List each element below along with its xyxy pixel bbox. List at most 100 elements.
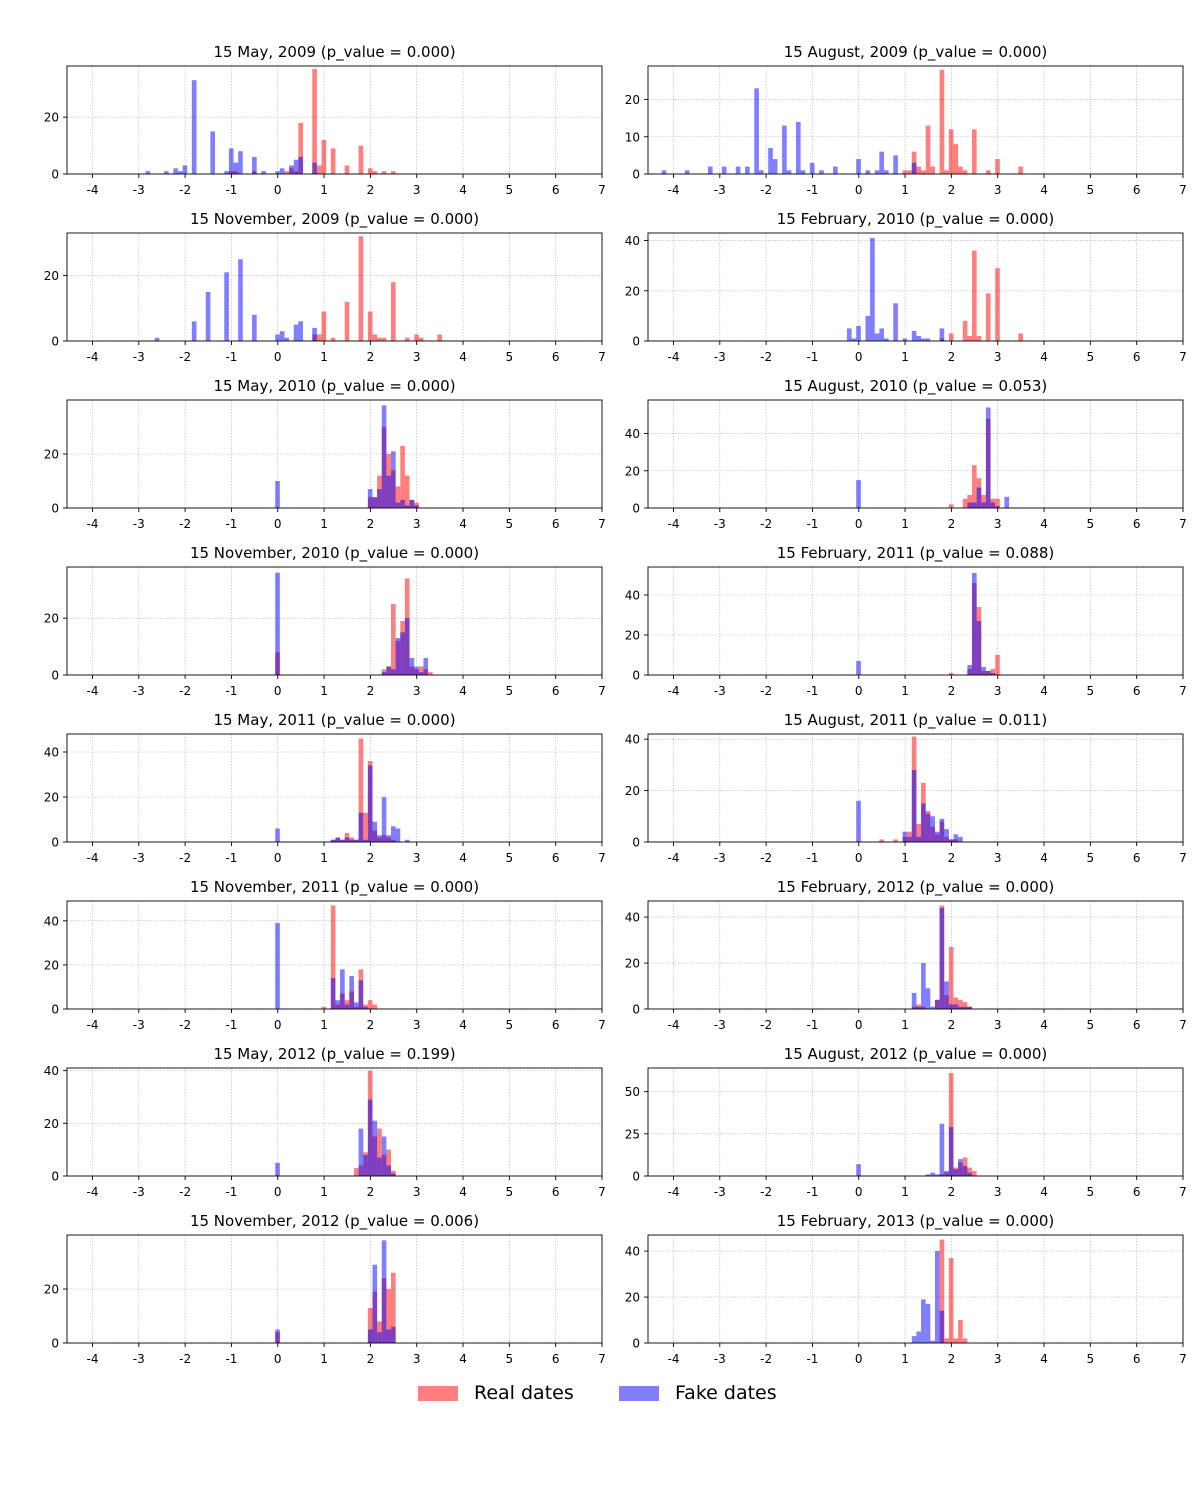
- bar-fake: [381, 1136, 387, 1176]
- bar-fake: [921, 1299, 926, 1343]
- bar-fake: [363, 839, 368, 842]
- bar-fake: [972, 502, 977, 508]
- bar-real: [962, 498, 968, 508]
- bar-real: [367, 168, 373, 174]
- x-tick-label: -3: [133, 517, 145, 531]
- y-tick-label: 0: [51, 1337, 59, 1351]
- bar-fake: [768, 147, 773, 174]
- bar-fake: [953, 834, 959, 842]
- bar-real: [404, 337, 410, 341]
- x-tick-label: 4: [1040, 1018, 1048, 1032]
- bar-fake: [981, 502, 986, 508]
- bar-fake: [404, 505, 410, 508]
- x-tick-label: 7: [598, 1185, 606, 1199]
- x-tick-label: 6: [552, 1352, 560, 1366]
- subplot-title: 15 May, 2012 (p_value = 0.199): [213, 1045, 455, 1064]
- x-tick-label: -3: [133, 684, 145, 698]
- axes-frame: [66, 566, 603, 676]
- bar-fake: [391, 451, 396, 508]
- bar-real: [981, 494, 986, 508]
- bar-real: [953, 997, 959, 1009]
- x-tick-label: -2: [179, 350, 191, 364]
- series-real: [902, 69, 1023, 174]
- bar-fake: [916, 1006, 922, 1009]
- bar-fake: [939, 328, 945, 341]
- axes-frame: [647, 232, 1184, 342]
- series-fake: [856, 573, 996, 675]
- bar-real: [953, 1338, 959, 1343]
- x-tick-label: -4: [86, 350, 98, 364]
- bar-fake: [145, 171, 151, 174]
- bar-fake: [367, 765, 373, 842]
- bar-fake: [981, 667, 986, 675]
- y-tick-label: 20: [625, 284, 640, 298]
- x-tick-label: 5: [506, 1352, 514, 1366]
- bar-fake: [164, 171, 169, 174]
- bar-real: [353, 1168, 359, 1176]
- bar-fake: [173, 168, 178, 174]
- bar-real: [925, 125, 931, 174]
- x-tick-label: 5: [1087, 1352, 1095, 1366]
- x-tick-label: 1: [901, 350, 909, 364]
- bar-fake: [404, 839, 410, 842]
- subplot-5: 15 May, 2010 (p_value = 0.000) -4 -3 -2 -1 0 1…: [44, 377, 606, 531]
- y-tick-label: 0: [51, 168, 59, 182]
- bar-real: [953, 144, 959, 174]
- bar-fake: [916, 1331, 922, 1343]
- legend-item-real: Real dates: [418, 1382, 574, 1404]
- x-tick-label: -2: [760, 517, 772, 531]
- bar-fake: [275, 1162, 280, 1176]
- y-tick-label: 20: [44, 791, 59, 805]
- x-tick-label: 7: [598, 350, 606, 364]
- bar-fake: [684, 170, 690, 174]
- legend-label-real: Real dates: [474, 1382, 574, 1404]
- subplot-16: 15 February, 2013 (p_value = 0.000) -4 -3 -…: [625, 1212, 1187, 1366]
- bar-fake: [205, 291, 211, 341]
- x-tick-label: 2: [948, 851, 956, 865]
- x-tick-label: 6: [552, 851, 560, 865]
- bar-fake: [934, 1251, 940, 1343]
- x-tick-label: 7: [598, 517, 606, 531]
- x-tick-label: -3: [714, 183, 726, 197]
- bar-real: [367, 1000, 373, 1009]
- x-tick-label: 1: [320, 183, 328, 197]
- x-tick-label: -3: [133, 851, 145, 865]
- bar-fake: [381, 1240, 387, 1343]
- subplot-11: 15 November, 2011 (p_value = 0.000) -4 -3 -…: [44, 878, 606, 1032]
- bar-fake: [191, 80, 197, 174]
- y-tick-label: 50: [625, 1085, 640, 1099]
- bar-fake: [921, 803, 926, 842]
- bar-fake: [238, 151, 243, 174]
- x-tick-label: 5: [1087, 684, 1095, 698]
- series-fake: [856, 1123, 973, 1176]
- x-tick-label: 7: [1179, 851, 1187, 865]
- bar-fake: [967, 1006, 973, 1009]
- bar-real: [437, 334, 442, 341]
- series-fake: [846, 238, 945, 341]
- bar-fake: [372, 821, 378, 842]
- series-real: [879, 736, 959, 842]
- bar-real: [962, 1338, 968, 1343]
- bar-fake: [395, 638, 401, 675]
- x-tick-label: -4: [86, 1352, 98, 1366]
- bar-fake: [400, 499, 405, 508]
- x-tick-label: 6: [552, 1185, 560, 1199]
- legend-label-fake: Fake dates: [675, 1382, 777, 1404]
- bar-fake: [358, 980, 364, 1009]
- bar-real: [321, 139, 327, 174]
- bar-fake: [386, 475, 392, 508]
- bar-fake: [953, 1169, 959, 1176]
- bar-fake: [893, 303, 898, 341]
- bar-fake: [958, 836, 963, 842]
- bar-fake: [182, 165, 188, 174]
- y-tick-label: 0: [632, 669, 640, 683]
- bar-fake: [879, 328, 885, 341]
- x-tick-label: 3: [994, 183, 1002, 197]
- bar-fake: [865, 315, 871, 341]
- x-tick-label: 2: [367, 183, 375, 197]
- bar-real: [962, 170, 968, 174]
- x-tick-label: 3: [413, 684, 421, 698]
- bar-fake: [252, 314, 257, 341]
- x-tick-label: 2: [948, 183, 956, 197]
- y-tick-label: 0: [51, 335, 59, 349]
